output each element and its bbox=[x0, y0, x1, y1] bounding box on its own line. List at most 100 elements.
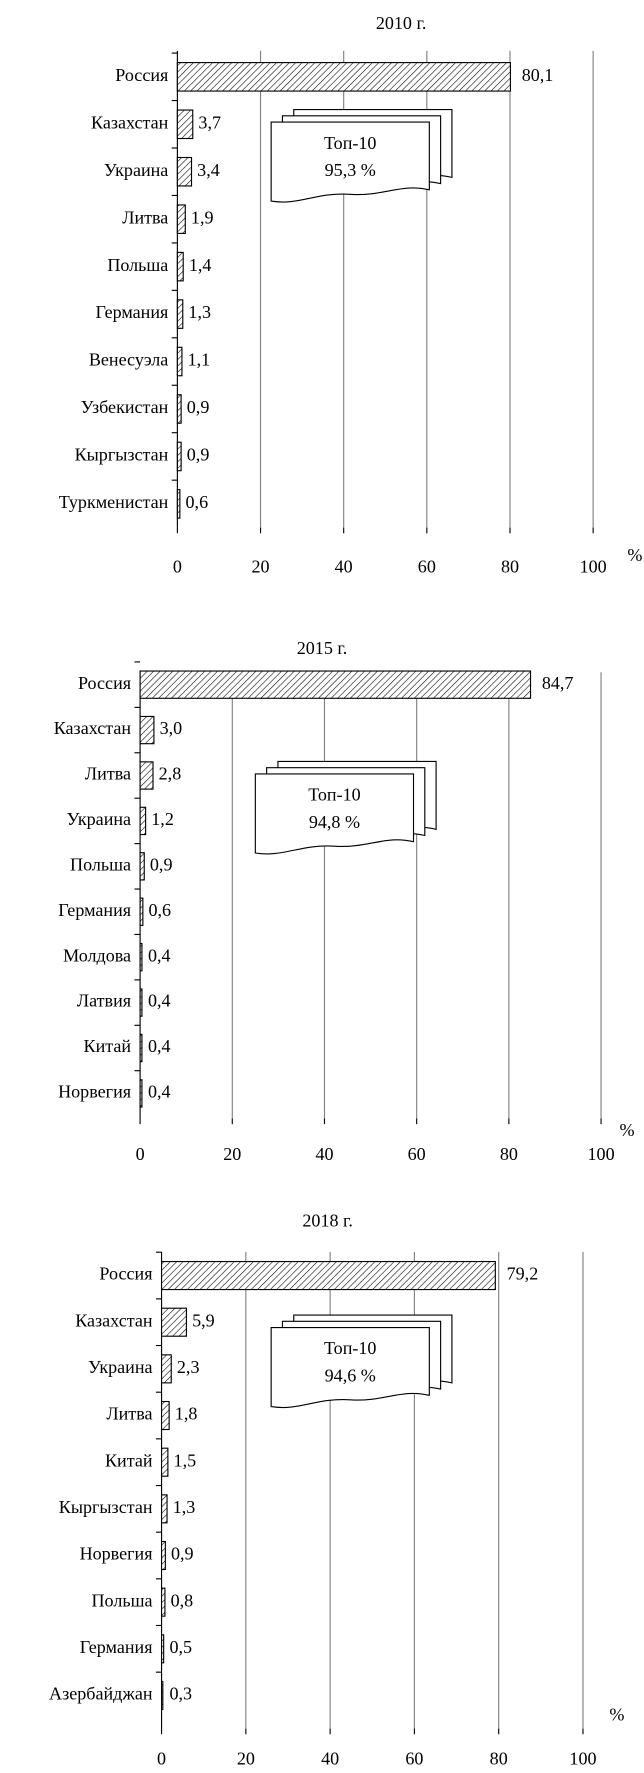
category-label: Германия bbox=[96, 302, 169, 322]
value-label: 79,2 bbox=[507, 1264, 539, 1284]
bar bbox=[160, 1587, 166, 1617]
x-tick-label: 100 bbox=[569, 1748, 596, 1768]
value-label: 1,9 bbox=[191, 207, 214, 227]
callout-text: Топ-10 bbox=[324, 1338, 376, 1358]
callout: Топ-10 95,3 % bbox=[270, 109, 453, 203]
x-tick-label: 100 bbox=[580, 556, 607, 576]
bar bbox=[139, 897, 144, 926]
value-label: 0,6 bbox=[186, 492, 209, 512]
category-label: Польша bbox=[70, 854, 131, 874]
value-label: 5,9 bbox=[192, 1310, 215, 1330]
callout-text: 94,8 % bbox=[309, 812, 360, 832]
bar bbox=[176, 441, 182, 472]
bar bbox=[139, 761, 154, 790]
chart-title: 2018 г. bbox=[302, 1211, 353, 1231]
value-label: 1,5 bbox=[174, 1450, 197, 1470]
value-label: 0,9 bbox=[187, 397, 210, 417]
value-label: 2,8 bbox=[159, 764, 182, 784]
axis-unit: % bbox=[609, 1704, 624, 1724]
x-tick-label: 80 bbox=[501, 556, 519, 576]
category-label: Россия bbox=[115, 65, 168, 85]
bar bbox=[176, 299, 184, 329]
value-label: 0,8 bbox=[171, 1590, 194, 1610]
chart-title: 2015 г. bbox=[297, 638, 348, 658]
bar bbox=[160, 1494, 168, 1524]
bar bbox=[139, 670, 532, 699]
axis-unit: % bbox=[627, 545, 642, 565]
category-label: Германия bbox=[58, 900, 131, 920]
x-tick-label: 60 bbox=[405, 1748, 423, 1768]
axis-unit: % bbox=[620, 1120, 635, 1140]
bar bbox=[176, 394, 182, 424]
category-label: Казахстан bbox=[75, 1310, 153, 1330]
x-tick-label: 80 bbox=[490, 1748, 508, 1768]
value-label: 0,4 bbox=[148, 991, 171, 1011]
x-tick-label: 20 bbox=[223, 1144, 241, 1164]
category-label: Латвия bbox=[77, 991, 131, 1011]
bar bbox=[160, 1354, 172, 1384]
bar bbox=[139, 1079, 143, 1108]
bar bbox=[176, 489, 181, 519]
bar bbox=[160, 1307, 187, 1337]
category-label: Литва bbox=[85, 764, 131, 784]
value-label: 2,3 bbox=[177, 1357, 200, 1377]
bar bbox=[160, 1400, 170, 1431]
category-label: Норвегия bbox=[80, 1544, 153, 1564]
x-tick-label: 40 bbox=[315, 1144, 333, 1164]
value-label: 0,9 bbox=[171, 1544, 194, 1564]
bar bbox=[160, 1447, 169, 1477]
x-tick-label: 20 bbox=[252, 556, 270, 576]
x-tick-label: 80 bbox=[500, 1144, 518, 1164]
category-label: Узбекистан bbox=[81, 397, 169, 417]
value-label: 0,6 bbox=[149, 900, 172, 920]
callout-text: 94,6 % bbox=[325, 1365, 376, 1385]
bar bbox=[160, 1680, 164, 1711]
category-label: Кыргызстан bbox=[75, 445, 169, 465]
value-label: 0,4 bbox=[148, 1036, 171, 1056]
callout-page bbox=[270, 1326, 430, 1409]
category-label: Кыргызстан bbox=[59, 1497, 153, 1517]
category-label: Украина bbox=[88, 1357, 152, 1377]
value-label: 80,1 bbox=[522, 65, 554, 85]
value-label: 3,4 bbox=[197, 160, 220, 180]
callout-text: Топ-10 bbox=[308, 785, 360, 805]
x-tick-label: 0 bbox=[136, 1144, 145, 1164]
bar bbox=[160, 1540, 166, 1571]
category-label: Украина bbox=[104, 160, 168, 180]
value-label: 0,9 bbox=[150, 854, 173, 874]
chart-group: 2010 г. 0 20 40 60 80 100% Россия 80,1 Казахстан 3… bbox=[49, 13, 642, 1768]
category-label: Германия bbox=[80, 1637, 153, 1657]
x-tick-label: 100 bbox=[588, 1144, 615, 1164]
x-tick-label: 60 bbox=[408, 1144, 426, 1164]
category-label: Польша bbox=[92, 1590, 153, 1610]
bar bbox=[176, 109, 194, 140]
callout: Топ-10 94,8 % bbox=[254, 760, 437, 855]
chart-title: 2010 г. bbox=[376, 13, 427, 33]
value-label: 0,3 bbox=[169, 1684, 192, 1704]
category-label: Польша bbox=[107, 255, 168, 275]
bar bbox=[176, 62, 511, 92]
x-tick-label: 40 bbox=[335, 556, 353, 576]
value-label: 1,4 bbox=[189, 255, 212, 275]
value-label: 1,3 bbox=[188, 302, 211, 322]
value-label: 84,7 bbox=[542, 673, 574, 693]
bar bbox=[160, 1260, 496, 1291]
category-label: Казахстан bbox=[91, 112, 169, 132]
value-label: 0,9 bbox=[187, 445, 210, 465]
bar bbox=[139, 852, 145, 881]
callout: Топ-10 94,6 % bbox=[270, 1314, 453, 1409]
x-tick-label: 20 bbox=[237, 1748, 255, 1768]
bar bbox=[139, 942, 143, 972]
bar bbox=[176, 346, 183, 377]
x-tick-label: 0 bbox=[157, 1748, 166, 1768]
category-label: Китай bbox=[84, 1036, 132, 1056]
category-label: Китай bbox=[105, 1450, 153, 1470]
callout-text: 95,3 % bbox=[325, 160, 376, 180]
bar bbox=[139, 988, 143, 1017]
category-label: Литва bbox=[122, 207, 168, 227]
x-tick-label: 40 bbox=[321, 1748, 339, 1768]
bar bbox=[176, 156, 193, 187]
category-label: Литва bbox=[106, 1404, 152, 1424]
